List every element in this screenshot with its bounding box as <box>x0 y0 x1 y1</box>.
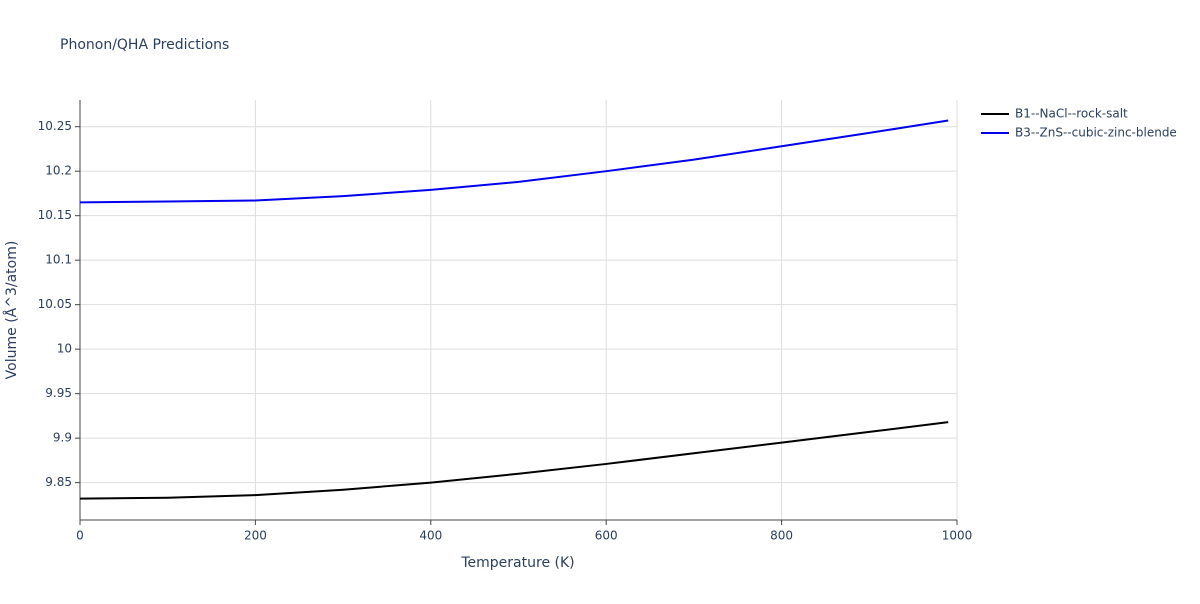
x-tick-label: 600 <box>595 529 618 543</box>
x-tick-label: 800 <box>770 529 793 543</box>
data-line <box>79 421 949 500</box>
y-axis-title: Volume (Å^3/atom) <box>3 241 20 380</box>
y-tick-label: 9.9 <box>53 431 72 445</box>
legend-label: B1--NaCl--rock-salt <box>1015 107 1128 121</box>
x-tick-label: 200 <box>244 529 267 543</box>
x-tick-label: 0 <box>76 529 84 543</box>
y-tick-label: 10.15 <box>38 208 72 222</box>
y-tick-label: 9.95 <box>45 386 72 400</box>
data-line <box>79 119 949 204</box>
x-tick-label: 1000 <box>942 529 973 543</box>
y-tick-label: 9.85 <box>45 475 72 489</box>
y-tick-label: 10.25 <box>38 119 72 133</box>
chart-title: Phonon/QHA Predictions <box>60 37 229 53</box>
y-tick-label: 10 <box>57 342 72 356</box>
y-tick-label: 10.05 <box>38 297 72 311</box>
y-tick-label: 10.2 <box>45 164 72 178</box>
legend-label: B3--ZnS--cubic-zinc-blende <box>1015 126 1177 140</box>
x-axis-title: Temperature (K) <box>460 555 574 571</box>
x-tick-label: 400 <box>419 529 442 543</box>
y-tick-label: 10.1 <box>45 253 72 267</box>
